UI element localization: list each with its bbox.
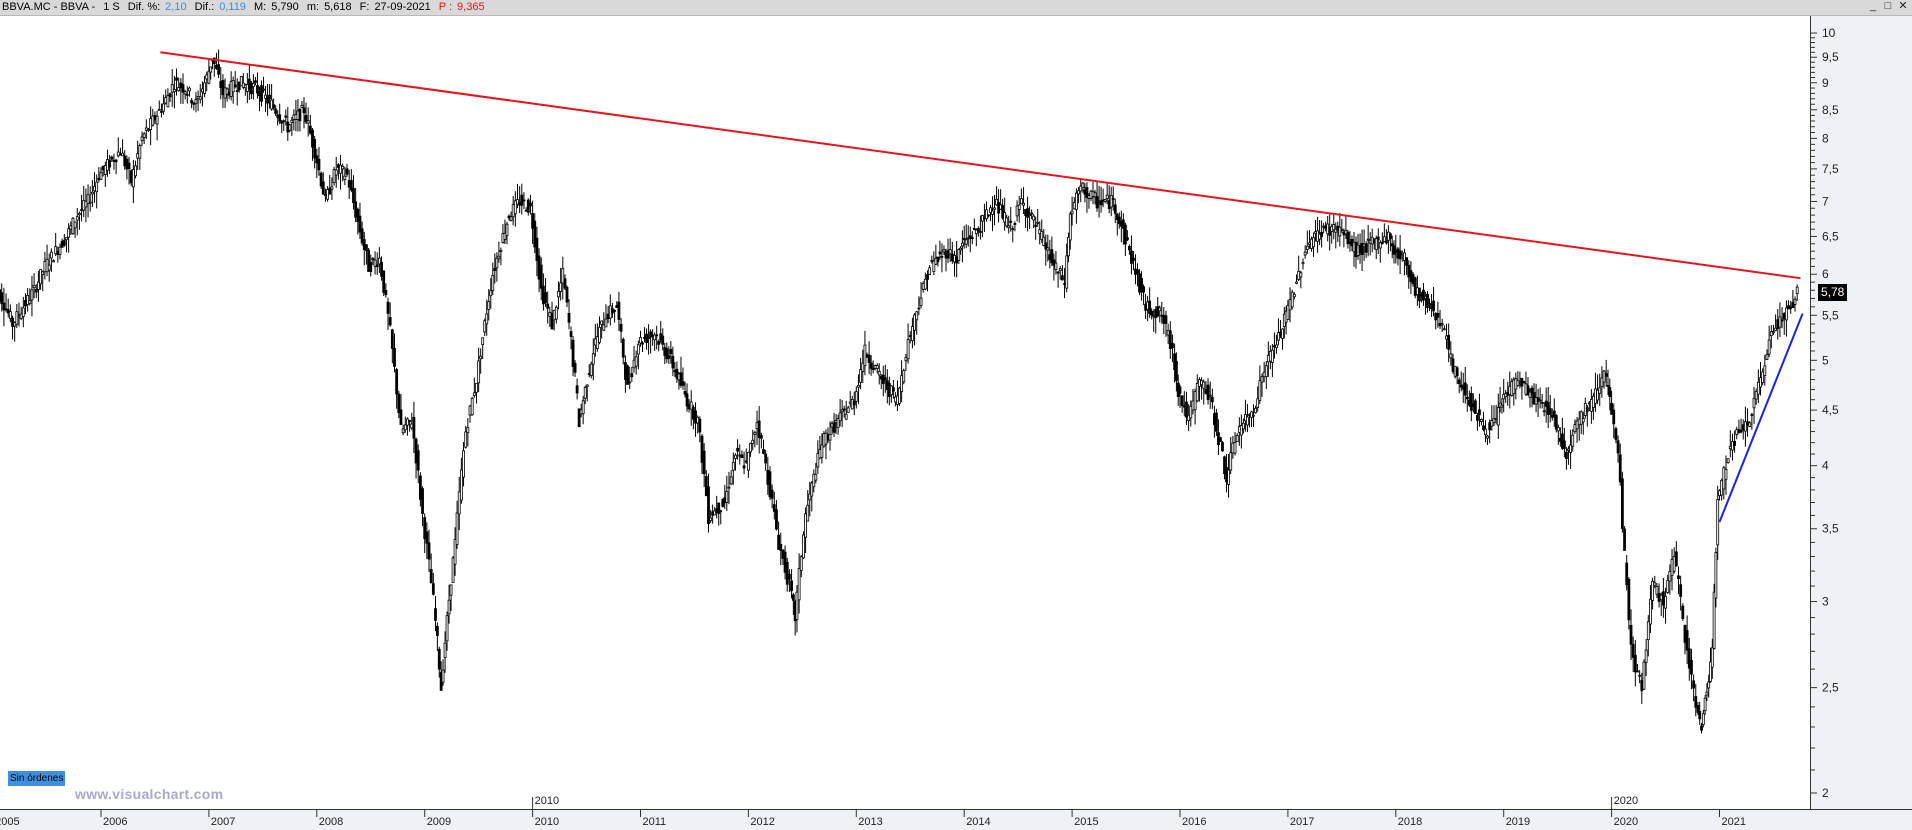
close-button[interactable]: ✕	[1898, 0, 1908, 12]
chart-title-bar: BBVA.MC - BBVA - 1 S Dif. %: 2,10 Dif.: 0,…	[0, 0, 1912, 16]
svg-text:3: 3	[1822, 595, 1829, 609]
svg-text:2006: 2006	[103, 816, 127, 828]
svg-text:2010: 2010	[535, 816, 559, 828]
svg-text:7: 7	[1822, 194, 1829, 208]
maximize-button[interactable]: □	[1884, 0, 1892, 12]
chart-plot-area[interactable]	[0, 16, 1810, 809]
support-trendline	[1718, 313, 1804, 523]
min-value: 5,618	[324, 1, 352, 13]
svg-text:2013: 2013	[858, 816, 882, 828]
svg-text:10: 10	[1822, 26, 1836, 40]
svg-text:4,5: 4,5	[1822, 403, 1839, 417]
svg-text:8,5: 8,5	[1822, 103, 1839, 117]
svg-text:6,5: 6,5	[1822, 229, 1839, 243]
svg-text:9: 9	[1822, 76, 1829, 90]
svg-text:2017: 2017	[1290, 816, 1314, 828]
p-label: P :	[438, 1, 453, 13]
symbol-name: BBVA.MC - BBVA -	[2, 1, 96, 13]
date-label: F:	[359, 1, 370, 13]
max-label: M:	[254, 1, 267, 13]
window-controls: _ □ ✕	[1866, 0, 1910, 14]
last-price-tag: 5,78	[1818, 284, 1848, 301]
svg-text:2008: 2008	[319, 816, 343, 828]
svg-text:2007: 2007	[211, 816, 235, 828]
svg-text:2021: 2021	[1722, 816, 1746, 828]
svg-text:2018: 2018	[1398, 816, 1422, 828]
timeframe: 1 S	[103, 1, 120, 13]
orders-badge[interactable]: Sin órdenes	[8, 771, 66, 786]
svg-text:7,5: 7,5	[1822, 162, 1839, 176]
svg-text:2020: 2020	[1614, 795, 1638, 807]
svg-text:4: 4	[1822, 459, 1829, 473]
watermark: www.visualchart.com	[75, 786, 224, 802]
svg-text:5: 5	[1822, 353, 1829, 367]
svg-text:2012: 2012	[750, 816, 774, 828]
minimize-button[interactable]: _	[1869, 0, 1877, 12]
svg-text:2009: 2009	[427, 816, 451, 828]
resistance-trendline	[160, 51, 1801, 280]
min-label: m:	[306, 1, 320, 13]
year-markers: 2010 2020	[532, 795, 1638, 809]
dif-pct-label: Dif. %:	[127, 1, 161, 13]
date-value: 27-09-2021	[374, 1, 431, 13]
svg-text:3,5: 3,5	[1822, 522, 1839, 536]
svg-text:2015: 2015	[1074, 816, 1098, 828]
svg-text:2019: 2019	[1506, 816, 1530, 828]
svg-text:2,5: 2,5	[1822, 681, 1839, 695]
svg-text:2011: 2011	[643, 816, 667, 828]
price-axis[interactable]: 10 9,5 9 8,5 8 7,5 7 6,5 6 5,5 5 4,5 4 3,5 3 2,5 2	[1810, 16, 1912, 809]
svg-text:2010: 2010	[535, 795, 559, 807]
price-axis-ticks: 10 9,5 9 8,5 8 7,5 7 6,5 6 5,5 5 4,5 4 3,5 3 2,5 2	[1811, 26, 1839, 800]
p-value: 9,365	[457, 1, 485, 13]
dif-pct-value: 2,10	[165, 1, 187, 13]
price-chart	[0, 49, 1804, 734]
svg-text:2016: 2016	[1182, 816, 1206, 828]
svg-text:8: 8	[1822, 131, 1829, 145]
max-value: 5,790	[271, 1, 299, 13]
dif-value: 0,119	[219, 1, 246, 13]
symbol-info: BBVA.MC - BBVA - 1 S Dif. %: 2,10 Dif.: 0,…	[2, 0, 490, 15]
svg-text:2014: 2014	[966, 816, 990, 828]
dif-label: Dif.:	[194, 1, 215, 13]
svg-text:2: 2	[1822, 786, 1829, 800]
svg-text:5,5: 5,5	[1822, 308, 1839, 322]
svg-text:6: 6	[1822, 267, 1829, 281]
svg-text:2020: 2020	[1614, 816, 1638, 828]
svg-text:9,5: 9,5	[1822, 50, 1839, 64]
